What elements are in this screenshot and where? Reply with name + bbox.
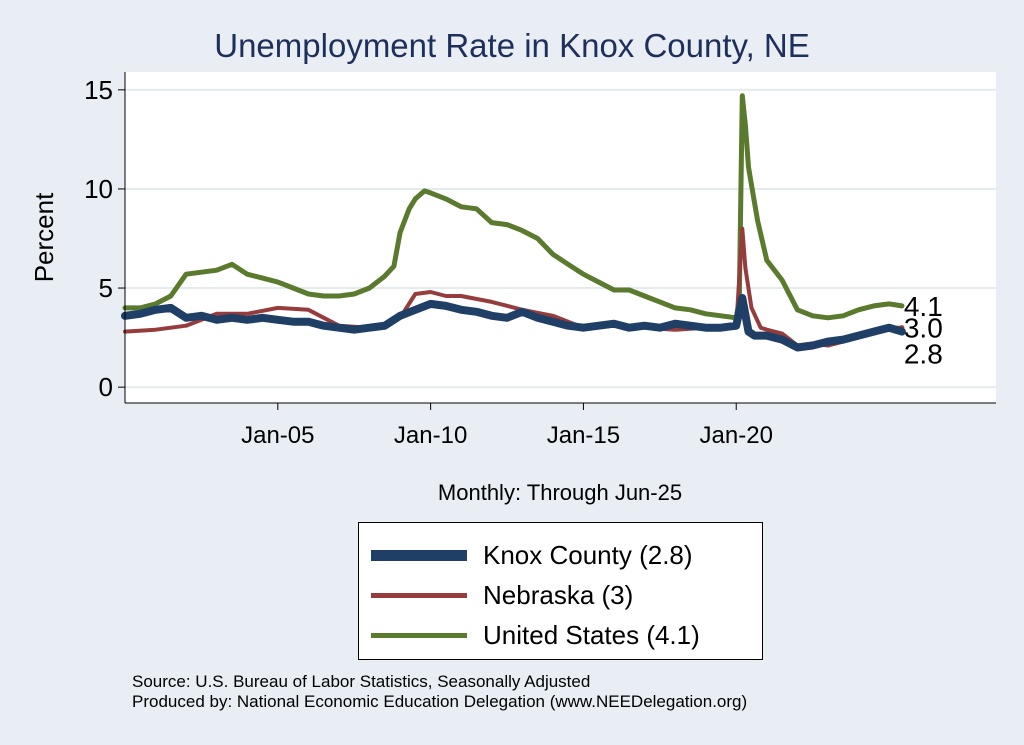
legend-swatch-knox <box>371 549 467 561</box>
x-tick-label: Jan-05 <box>241 422 314 449</box>
chart-title: Unemployment Rate in Knox County, NE <box>214 27 810 64</box>
end-value-label-united-states: 4.1 <box>904 291 943 322</box>
x-tick-label: Jan-20 <box>700 422 773 449</box>
y-tick-label: 0 <box>99 372 113 402</box>
plot-area <box>125 72 996 403</box>
x-tick-label: Jan-15 <box>547 422 620 449</box>
x-axis-title: Monthly: Through Jun-25 <box>437 480 683 505</box>
series-end-marker-knox-county <box>899 329 905 335</box>
legend-label-knox: Knox County (2.8) <box>483 539 693 570</box>
y-tick-label: 10 <box>84 174 113 204</box>
series-end-marker-united-states <box>899 303 905 309</box>
series-line-knox-county <box>121 294 906 352</box>
legend: Knox County (2.8) Nebraska (3) United St… <box>358 522 763 660</box>
line-chart: 0 5 10 15 Jan-05 Jan-10 Jan-15 Jan-20 Percent 4.1… <box>29 72 996 449</box>
legend-item-nebraska: Nebraska (3) <box>371 577 633 613</box>
producer-line: Produced by: National Economic Education… <box>132 692 748 711</box>
legend-item-knox: Knox County (2.8) <box>371 537 693 573</box>
legend-swatch-united-states <box>371 632 467 638</box>
legend-swatch-nebraska <box>371 592 467 598</box>
legend-item-united-states: United States (4.1) <box>371 617 700 653</box>
source-line: Source: U.S. Bureau of Labor Statistics,… <box>132 672 591 691</box>
y-tick-label: 15 <box>84 75 113 105</box>
source-note: Source: U.S. Bureau of Labor Statistics,… <box>132 672 747 712</box>
y-axis-title: Percent <box>29 192 59 282</box>
series-line-united-states <box>122 93 905 321</box>
legend-label-nebraska: Nebraska (3) <box>483 579 634 610</box>
end-value-label-nebraska: 3.0 <box>904 313 943 344</box>
x-tick-label: Jan-10 <box>394 422 467 449</box>
end-value-label-knox-county: 2.8 <box>904 339 943 370</box>
legend-label-united-states: United States (4.1) <box>483 619 700 650</box>
y-tick-label: 5 <box>99 273 113 303</box>
